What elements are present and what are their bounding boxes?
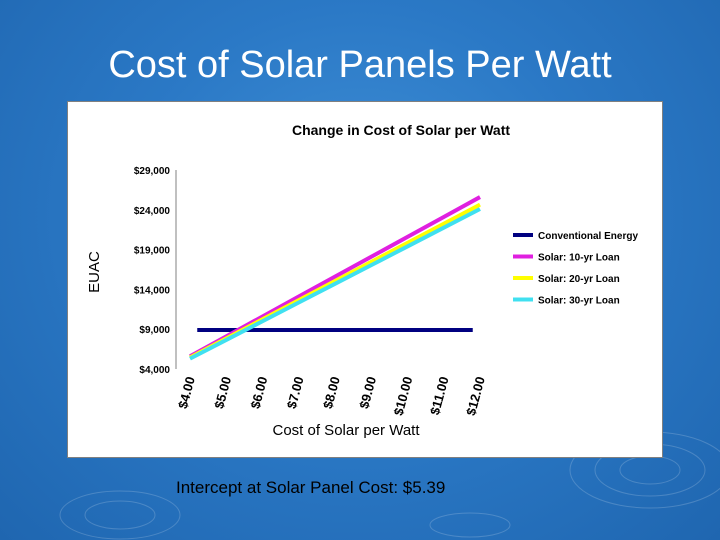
y-tick-label: $29,000 — [134, 166, 171, 177]
legend: Conventional Energy Solar: 10-yr Loan Sola… — [513, 231, 638, 307]
x-tick-label: $5.00 — [211, 375, 234, 410]
x-tick-label: $11.00 — [427, 375, 452, 417]
x-tick-label: $7.00 — [284, 375, 307, 410]
legend-label: Solar: 30-yr Loan — [538, 296, 620, 307]
slide-title: Cost of Solar Panels Per Watt — [108, 44, 612, 86]
legend-label: Conventional Energy — [538, 231, 638, 242]
x-tick-label: $12.00 — [463, 375, 488, 417]
y-tick-label: $24,000 — [134, 206, 171, 217]
y-axis-label: EUAC — [86, 251, 103, 293]
x-tick-label: $8.00 — [320, 375, 343, 410]
series-line — [189, 207, 481, 361]
line-chart: Change in Cost of Solar per Watt EUAC Co… — [86, 122, 638, 439]
legend-label: Solar: 10-yr Loan — [538, 253, 620, 264]
x-tick-label: $10.00 — [391, 375, 416, 417]
x-tick-label: $6.00 — [247, 375, 270, 410]
x-tick-label: $9.00 — [356, 375, 379, 410]
x-tick-label: $4.00 — [175, 375, 198, 410]
x-axis-ticks: $4.00 $5.00 $6.00 $7.00 $8.00 $9.00 $10.00 $11.… — [175, 375, 488, 417]
y-axis-ticks: $4,000 $9,000 $14,000 $19,000 $24,000 $29,000 — [134, 166, 171, 376]
series-lines — [189, 195, 481, 361]
chart-title: Change in Cost of Solar per Watt — [292, 122, 510, 138]
y-tick-label: $4,000 — [139, 365, 170, 376]
y-tick-label: $19,000 — [134, 246, 171, 257]
x-axis-label: Cost of Solar per Watt — [273, 422, 421, 439]
legend-label: Solar: 20-yr Loan — [538, 274, 620, 285]
y-tick-label: $9,000 — [139, 325, 170, 336]
intercept-note: Intercept at Solar Panel Cost: $5.39 — [176, 478, 446, 497]
y-tick-label: $14,000 — [134, 285, 171, 296]
chart-panel: Change in Cost of Solar per Watt EUAC Co… — [67, 101, 663, 458]
